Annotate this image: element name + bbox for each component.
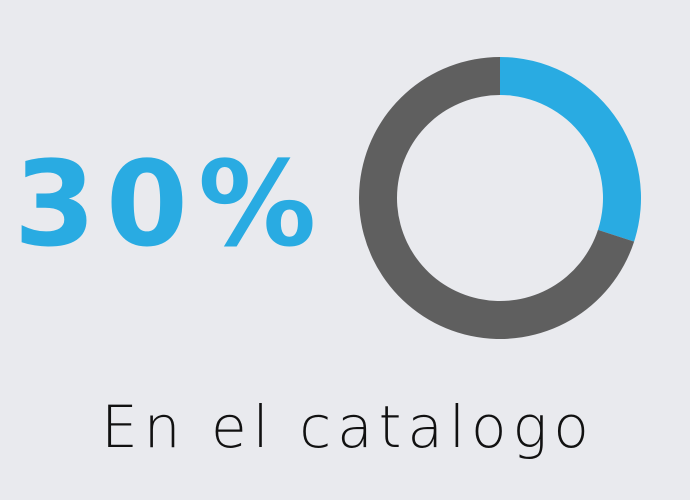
chart-title: En el catalogo [101, 393, 595, 461]
donut-slice [500, 57, 641, 242]
value-label: 30% [14, 135, 326, 273]
